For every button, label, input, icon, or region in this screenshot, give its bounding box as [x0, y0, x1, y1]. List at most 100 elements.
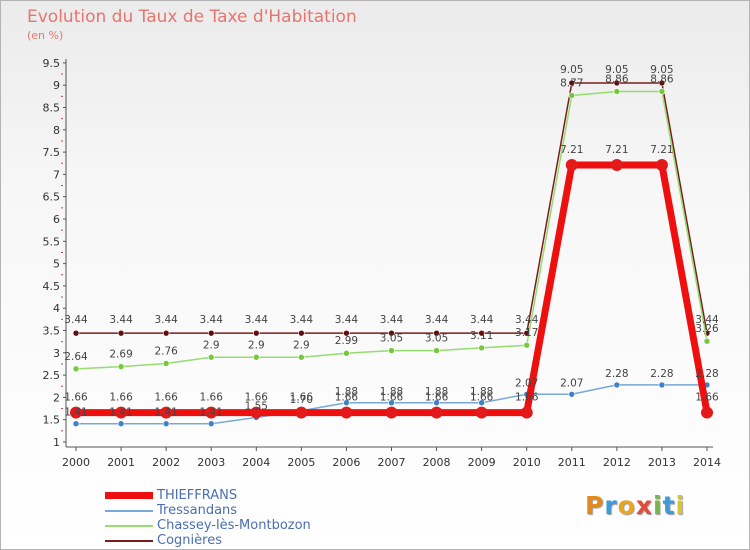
- data-label-cogni-res: 9.05: [605, 64, 628, 76]
- data-label-tressandans: 1.55: [245, 400, 268, 412]
- data-point-thieffrans: [520, 406, 533, 419]
- proxiti-logo: Proxiti: [585, 491, 685, 520]
- data-point-thieffrans: [610, 159, 623, 172]
- logo-letter: P: [585, 491, 605, 520]
- data-label-thieffrans: 7.21: [650, 144, 673, 156]
- data-point-thieffrans: [205, 406, 218, 419]
- data-label-chassey-l-s-montbozon: 3.05: [425, 333, 448, 345]
- y-tick-label: 6: [53, 213, 60, 226]
- legend-swatch-chassey: [105, 525, 153, 527]
- data-point-thieffrans: [565, 159, 578, 172]
- data-point-tressandans: [613, 381, 621, 389]
- data-point-thieffrans: [385, 406, 398, 419]
- data-point-cogni-res: [207, 329, 215, 337]
- data-label-cogni-res: 3.44: [470, 314, 494, 326]
- data-point-chassey-l-s-montbozon: [658, 88, 666, 95]
- data-point-chassey-l-s-montbozon: [117, 363, 125, 370]
- chart-series: [70, 79, 713, 428]
- data-point-chassey-l-s-montbozon: [207, 353, 215, 361]
- data-label-cogni-res: 3.44: [335, 314, 359, 326]
- data-point-tressandans: [478, 399, 485, 407]
- legend-label-tressandans: Tressandans: [157, 503, 238, 518]
- data-label-tressandans: 1.41: [109, 407, 132, 419]
- data-label-tressandans: 2.07: [515, 377, 538, 389]
- data-label-chassey-l-s-montbozon: 3.05: [380, 333, 403, 345]
- data-point-cogni-res: [252, 329, 260, 337]
- data-label-thieffrans: 1.66: [64, 392, 88, 404]
- data-label-chassey-l-s-montbozon: 2.9: [248, 339, 265, 351]
- data-point-cogni-res: [343, 329, 350, 337]
- data-point-tressandans: [117, 420, 125, 428]
- data-label-cogni-res: 3.44: [154, 314, 178, 326]
- series-line-chassey-l-s-montbozon: [75, 90, 708, 370]
- logo-letter: i: [653, 491, 663, 520]
- data-label-tressandans: 1.41: [200, 407, 223, 419]
- data-point-thieffrans: [340, 406, 353, 419]
- data-point-chassey-l-s-montbozon: [72, 365, 80, 373]
- data-label-thieffrans: 1.66: [245, 392, 269, 404]
- data-point-cogni-res: [568, 79, 576, 87]
- data-point-chassey-l-s-montbozon: [162, 360, 170, 367]
- data-label-thieffrans: 1.66: [695, 392, 719, 404]
- data-point-chassey-l-s-montbozon: [433, 347, 440, 354]
- x-tick-label: 2013: [648, 456, 676, 469]
- legend-label-thieffrans: THIEFFRANS: [157, 488, 238, 503]
- x-tick-label: 2004: [242, 456, 270, 469]
- data-point-tressandans: [568, 390, 576, 398]
- data-label-thieffrans: 1.66: [380, 392, 404, 404]
- x-tick-label: 2014: [693, 456, 721, 469]
- data-label-chassey-l-s-montbozon: 2.76: [154, 346, 178, 358]
- data-label-thieffrans: 1.66: [200, 392, 224, 404]
- y-tick-label: 7.5: [43, 146, 61, 159]
- chart-axes: 1 1.5 2 2.5 3 3.5 4 4.5 5 5.5 6 6.5 7 7.5 8 8.5 9 9.5 2000…: [43, 57, 722, 469]
- data-point-thieffrans: [655, 159, 668, 172]
- data-label-thieffrans: 1.66: [290, 392, 314, 404]
- x-tick-label: 2012: [603, 456, 631, 469]
- data-label-thieffrans: 1.66: [154, 392, 178, 404]
- y-tick-label: 3.5: [43, 325, 61, 338]
- data-label-cogni-res: 9.05: [650, 64, 673, 76]
- logo-letter: o: [617, 491, 636, 520]
- data-label-tressandans: 2.28: [695, 368, 718, 380]
- x-tick-label: 2006: [332, 456, 360, 469]
- data-point-tressandans: [658, 381, 666, 389]
- data-label-tressandans: 1.88: [335, 386, 358, 398]
- data-point-chassey-l-s-montbozon: [703, 337, 711, 345]
- y-tick-label: 7: [53, 168, 60, 181]
- data-point-thieffrans: [295, 406, 308, 419]
- data-label-tressandans: 2.28: [650, 368, 673, 380]
- data-point-chassey-l-s-montbozon: [252, 353, 260, 361]
- data-point-chassey-l-s-montbozon: [478, 344, 485, 352]
- data-point-thieffrans: [70, 406, 82, 419]
- chart-data-labels: 3.44 3.44 3.44 3.44 3.44 3.44 3.44 3.44 3.44 3.44…: [64, 64, 719, 419]
- logo-letter: x: [635, 491, 653, 520]
- data-label-thieffrans: 7.21: [605, 144, 628, 156]
- y-tick-label: 1.5: [43, 414, 61, 427]
- logo-letter: t: [662, 491, 676, 520]
- data-point-thieffrans: [701, 406, 713, 419]
- data-label-tressandans: 1.88: [470, 386, 493, 398]
- data-point-cogni-res: [613, 79, 621, 87]
- data-point-thieffrans: [115, 406, 128, 419]
- y-tick-label: 5.5: [43, 235, 61, 248]
- y-tick-label: 9: [53, 79, 60, 92]
- data-label-chassey-l-s-montbozon: 2.9: [203, 339, 220, 351]
- data-label-cogni-res: 3.44: [380, 314, 404, 326]
- y-tick-label: 1: [53, 436, 60, 449]
- x-tick-label: 2003: [197, 456, 225, 469]
- data-label-cogni-res: 3.44: [290, 314, 314, 326]
- x-tick-label: 2005: [287, 456, 315, 469]
- data-point-cogni-res: [478, 329, 485, 337]
- data-point-tressandans: [72, 420, 80, 428]
- data-label-cogni-res: 9.05: [560, 64, 583, 76]
- data-label-chassey-l-s-montbozon: 8.77: [560, 77, 583, 89]
- data-point-tressandans: [207, 420, 215, 428]
- data-point-cogni-res: [388, 329, 395, 337]
- data-label-chassey-l-s-montbozon: 3.11: [470, 330, 493, 342]
- data-label-tressandans: 1.41: [154, 407, 177, 419]
- data-point-cogni-res: [298, 329, 305, 337]
- data-point-chassey-l-s-montbozon: [523, 341, 531, 349]
- data-label-cogni-res: 3.44: [425, 314, 449, 326]
- logo-letter: i: [675, 491, 686, 520]
